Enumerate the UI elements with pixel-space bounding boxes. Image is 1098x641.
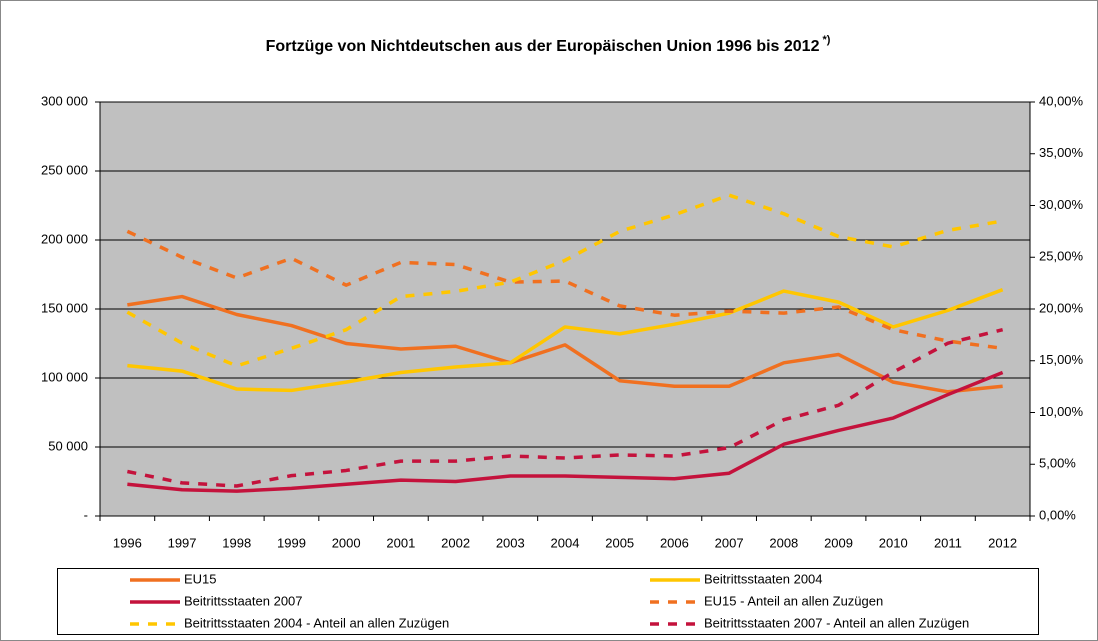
y2-tick-label: 15,00% <box>1039 352 1084 367</box>
x-tick-label: 2008 <box>769 535 798 550</box>
legend-label: Beitrittsstaaten 2004 - Anteil an allen … <box>184 615 449 630</box>
title-text: Fortzüge von Nichtdeutschen aus der Euro… <box>266 38 820 55</box>
x-tick-label: 2009 <box>824 535 853 550</box>
x-tick-label: 2000 <box>332 535 361 550</box>
series-line <box>127 370 1004 493</box>
y-tick-label: - <box>84 507 88 522</box>
x-tick-label: 2005 <box>605 535 634 550</box>
x-tick-label: 2006 <box>660 535 689 550</box>
x-tick-label: 1996 <box>113 535 142 550</box>
y2-tick-label: 0,00% <box>1039 507 1076 522</box>
legend-label: EU15 - Anteil an allen Zuzügen <box>704 593 883 608</box>
y2-tick-label: 25,00% <box>1039 249 1084 264</box>
chart-title: Fortzüge von Nichtdeutschen aus der Euro… <box>266 34 831 55</box>
x-tick-label: 2001 <box>386 535 415 550</box>
legend-box <box>57 568 1039 635</box>
x-tick-label: 1997 <box>168 535 197 550</box>
series-line <box>126 193 1003 368</box>
y2-tick-label: 30,00% <box>1039 197 1084 212</box>
x-tick-label: 2004 <box>551 535 580 550</box>
x-tick-label: 2002 <box>441 535 470 550</box>
series-line <box>127 294 1003 394</box>
y-tick-label: 200 000 <box>41 231 88 246</box>
x-tick-label: 2011 <box>934 535 962 550</box>
series-line <box>126 328 1004 488</box>
x-tick-label: 2007 <box>715 535 744 550</box>
y2-tick-label: 35,00% <box>1039 145 1084 160</box>
y2-tick-label: 10,00% <box>1039 404 1084 419</box>
y2-tick-label: 20,00% <box>1039 300 1084 315</box>
y-tick-label: 250 000 <box>41 162 88 177</box>
y-tick-label: 50 000 <box>48 438 88 453</box>
y-tick-label: 300 000 <box>41 93 88 108</box>
legend-label: Beitrittsstaaten 2007 - Anteil an allen … <box>704 615 969 630</box>
y2-tick-label: 5,00% <box>1039 456 1076 471</box>
y-tick-label: 150 000 <box>41 300 88 315</box>
legend-label: Beitrittsstaaten 2007 <box>184 593 303 608</box>
title-note: *) <box>822 34 830 46</box>
series-line <box>126 229 1003 351</box>
x-tick-label: 2010 <box>879 535 908 550</box>
y-tick-label: 100 000 <box>41 369 88 384</box>
legend-label: EU15 <box>184 571 217 586</box>
y2-tick-label: 40,00% <box>1039 93 1084 108</box>
legend-label: Beitrittsstaaten 2004 <box>704 571 823 586</box>
series-line <box>127 288 1004 393</box>
x-tick-label: 1999 <box>277 535 306 550</box>
x-tick-label: 1998 <box>222 535 251 550</box>
x-tick-label: 2012 <box>988 535 1017 550</box>
x-tick-label: 2003 <box>496 535 525 550</box>
